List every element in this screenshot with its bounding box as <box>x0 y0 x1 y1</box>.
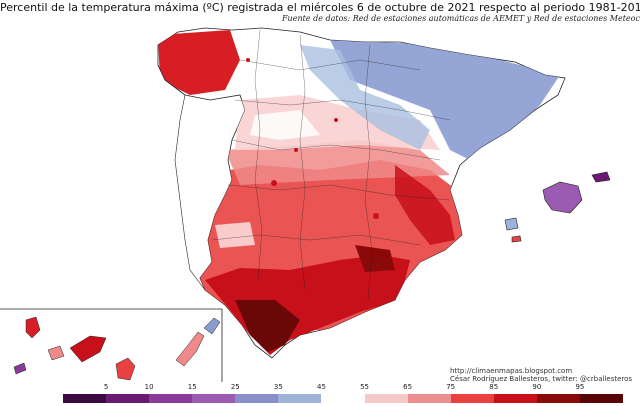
island-mallorca <box>542 181 583 214</box>
station-hotspots <box>246 58 379 219</box>
island-ibiza <box>504 217 519 231</box>
credit-author: César Rodríguez Ballesteros, twitter: @c… <box>450 375 633 383</box>
legend-swatch <box>63 394 107 403</box>
legend-swatch <box>321 394 365 403</box>
credit-url: http://climaenmapas.blogspot.com <box>450 367 573 375</box>
island-la-palma <box>25 316 41 339</box>
zone-west-white <box>215 222 255 248</box>
island-lanzarote <box>203 317 221 335</box>
zone-central-lightred <box>225 140 450 185</box>
zone-northeast-blue <box>330 40 560 160</box>
legend-tick-label: 90 <box>532 383 542 391</box>
canary-inset-frame <box>0 308 223 382</box>
island-menorca <box>591 171 611 183</box>
zone-jaen-dark <box>355 245 395 272</box>
legend-tick-label: 95 <box>575 383 585 391</box>
zone-galicia <box>158 30 240 95</box>
map-subtitle: Fuente de datos: Red de estaciones autom… <box>282 14 640 23</box>
legend-tick-label: 15 <box>187 383 197 391</box>
legend-swatch <box>407 394 451 403</box>
legend-swatch <box>536 394 580 403</box>
legend-swatch <box>278 394 322 403</box>
legend-tick-label: 35 <box>273 383 283 391</box>
legend-swatch <box>364 394 408 403</box>
legend-swatch <box>192 394 236 403</box>
zone-cadiz-darkred <box>235 300 300 352</box>
island-el-hierro <box>13 362 27 375</box>
portugal-outline <box>157 64 206 291</box>
legend-tick-label: 65 <box>403 383 413 391</box>
legend-swatch <box>579 394 624 403</box>
map-title: Percentil de la temperatura máxima (ºC) … <box>0 1 640 14</box>
legend-tick-label: 5 <box>103 383 109 391</box>
zone-northeast-lightblue <box>300 45 430 150</box>
legend-tick-label: 55 <box>360 383 369 391</box>
island-formentera <box>511 235 522 243</box>
legend-tick-label: 75 <box>446 383 456 391</box>
zone-interior-white <box>250 110 320 140</box>
legend-swatch <box>493 394 537 403</box>
island-la-gomera <box>47 345 65 361</box>
island-tenerife <box>69 335 107 363</box>
island-gran-canaria <box>115 357 136 381</box>
legend-swatch <box>149 394 193 403</box>
legend-tick-label: 25 <box>230 383 240 391</box>
legend-colorbar <box>63 394 624 403</box>
zone-levante <box>395 165 455 245</box>
legend-swatch <box>450 394 494 403</box>
island-fuerteventura <box>175 331 205 367</box>
legend-tick-label: 45 <box>316 383 326 391</box>
province-borders <box>211 29 451 301</box>
legend-tick-label: 10 <box>144 383 154 391</box>
legend-swatch <box>235 394 279 403</box>
legend-swatch <box>106 394 150 403</box>
legend-tick-label: 85 <box>489 383 499 391</box>
